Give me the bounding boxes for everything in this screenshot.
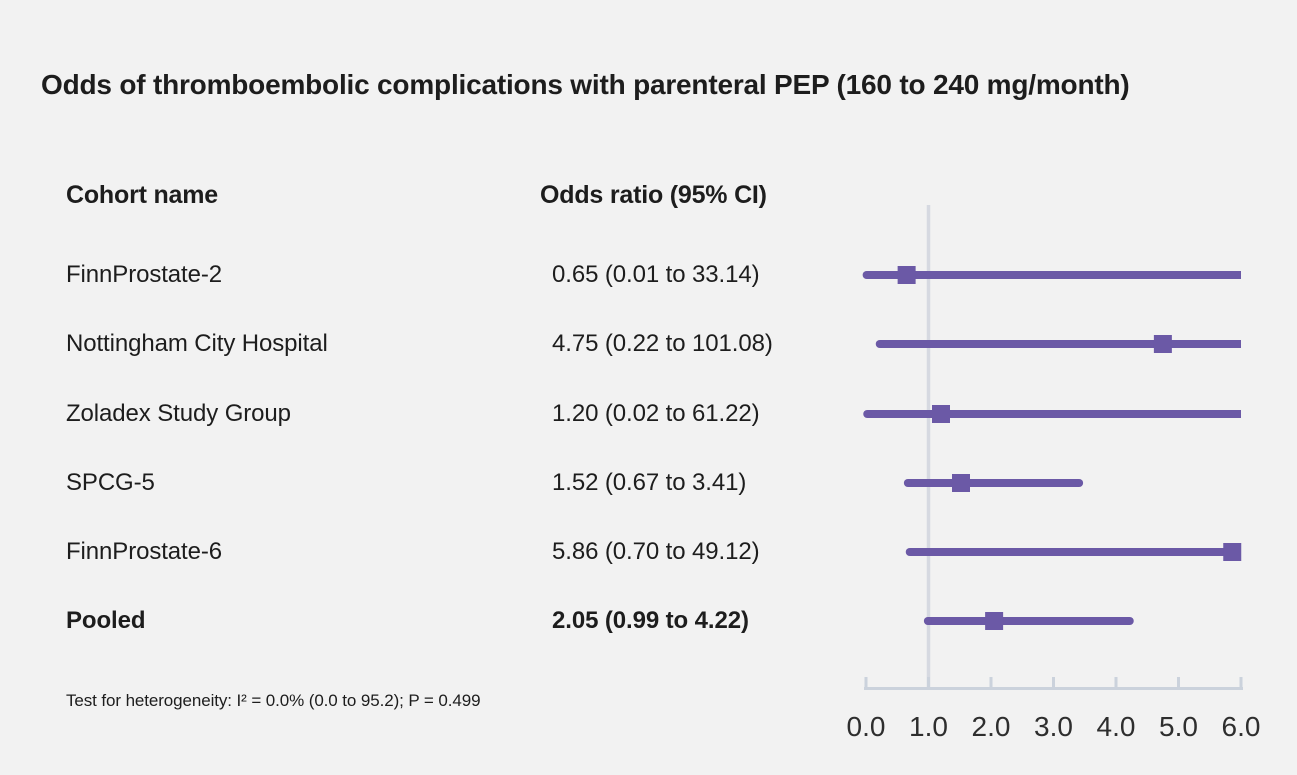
- cohort-row: FinnProstate-2 0.65 (0.01 to 33.14): [0, 258, 860, 292]
- odds-ratio-value: 5.86 (0.70 to 49.12): [552, 538, 760, 565]
- ci-cap: [905, 548, 914, 556]
- ci-cap: [923, 617, 932, 625]
- cohort-column-header: Cohort name: [66, 181, 218, 209]
- cohort-name: Zoladex Study Group: [66, 400, 291, 427]
- cohort-name: Nottingham City Hospital: [66, 330, 328, 357]
- ci-cap: [1125, 617, 1134, 625]
- ci-cap: [863, 410, 872, 418]
- x-tick-label: 3.0: [1034, 711, 1073, 742]
- cohort-name: FinnProstate-2: [66, 261, 223, 288]
- ci-cap: [862, 271, 871, 279]
- x-tick-label: 2.0: [972, 711, 1011, 742]
- odds-ratio-value: 1.20 (0.02 to 61.22): [552, 400, 760, 427]
- cohort-row: SPCG-5 1.52 (0.67 to 3.41): [0, 466, 860, 500]
- x-tick-label: 6.0: [1222, 711, 1261, 742]
- estimate-marker: [897, 266, 916, 284]
- ci-cap: [875, 340, 884, 348]
- estimate-marker: [985, 612, 1004, 630]
- x-tick-label: 4.0: [1097, 711, 1136, 742]
- cohort-name: SPCG-5: [66, 469, 155, 496]
- cohort-row: Pooled 2.05 (0.99 to 4.22): [0, 604, 860, 638]
- x-tick-label: 5.0: [1159, 711, 1198, 742]
- estimate-marker: [952, 474, 970, 492]
- odds-ratio-value: 2.05 (0.99 to 4.22): [552, 607, 749, 634]
- estimate-marker: [932, 405, 950, 423]
- cohort-name: FinnProstate-6: [66, 538, 223, 565]
- cohort-name: Pooled: [66, 607, 146, 634]
- column-header-row: Cohort name Odds ratio (95% CI): [0, 180, 860, 210]
- odds-ratio-value: 1.52 (0.67 to 3.41): [552, 469, 747, 496]
- odds-ratio-column-header: Odds ratio (95% CI): [540, 181, 767, 209]
- estimate-marker: [1153, 335, 1172, 353]
- heterogeneity-footnote: Test for heterogeneity: I² = 0.0% (0.0 t…: [66, 691, 481, 710]
- cohort-row: FinnProstate-6 5.86 (0.70 to 49.12): [0, 535, 860, 569]
- x-tick-label: 0.0: [847, 711, 886, 742]
- odds-ratio-value: 4.75 (0.22 to 101.08): [552, 330, 773, 357]
- cohort-row: Nottingham City Hospital 4.75 (0.22 to 10…: [0, 327, 860, 361]
- chart-title: Odds of thromboembolic complications wit…: [41, 69, 1130, 100]
- cohort-row: Zoladex Study Group 1.20 (0.02 to 61.22): [0, 397, 860, 431]
- ci-cap: [903, 479, 912, 487]
- ci-cap: [1075, 479, 1084, 487]
- odds-ratio-value: 0.65 (0.01 to 33.14): [552, 261, 760, 288]
- estimate-marker: [1223, 543, 1242, 561]
- x-tick-label: 1.0: [909, 711, 948, 742]
